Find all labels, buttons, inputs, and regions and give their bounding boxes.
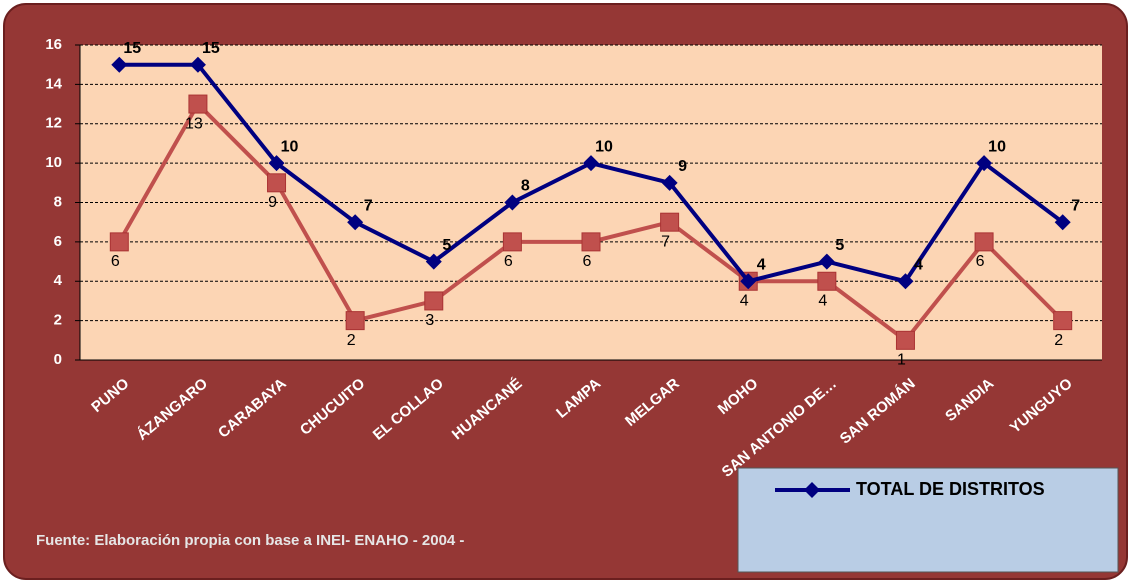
point-marker: [424, 291, 444, 311]
point-marker: [661, 174, 678, 191]
y-tick-label: 12: [45, 115, 62, 132]
data-label: 15: [202, 40, 220, 57]
data-label: 8: [521, 178, 530, 195]
data-label: 4: [914, 256, 923, 273]
point-marker: [818, 253, 835, 270]
data-label: 6: [976, 253, 985, 270]
y-tick-label: 16: [45, 36, 62, 53]
point-marker: [581, 232, 601, 252]
y-tick-label: 4: [54, 272, 63, 289]
data-label: 2: [1054, 332, 1063, 349]
data-label: 10: [595, 138, 613, 155]
data-label: 10: [281, 138, 299, 155]
data-label: 10: [988, 138, 1006, 155]
data-label: 9: [268, 194, 277, 211]
data-label: 5: [835, 237, 844, 254]
data-label: 3: [425, 312, 434, 329]
point-marker: [109, 232, 129, 252]
data-label: 6: [504, 253, 513, 270]
data-label: 1: [897, 352, 906, 369]
data-label: 5: [442, 237, 451, 254]
data-label: 6: [583, 253, 592, 270]
point-marker: [111, 56, 128, 73]
point-marker: [189, 56, 206, 73]
data-label: 4: [740, 292, 749, 309]
point-marker: [974, 232, 994, 252]
point-marker: [976, 155, 993, 172]
point-marker: [347, 214, 364, 231]
point-marker: [740, 273, 757, 290]
point-marker: [502, 232, 522, 252]
data-label: 13: [185, 115, 203, 132]
point-marker: [660, 212, 680, 232]
point-marker: [1054, 214, 1071, 231]
y-tick-label: 0: [54, 351, 62, 368]
point-marker: [345, 311, 365, 331]
legend-label: TOTAL DE DISTRITOS: [856, 479, 1045, 499]
data-label: 9: [678, 158, 687, 175]
y-tick-label: 10: [45, 154, 62, 171]
point-marker: [267, 173, 287, 193]
point-marker: [817, 271, 837, 291]
point-marker: [188, 94, 208, 114]
y-tick-label: 8: [54, 193, 62, 210]
data-label: 4: [818, 292, 827, 309]
legend: [737, 467, 1119, 573]
point-marker: [1053, 311, 1073, 331]
data-label: 7: [1071, 197, 1080, 214]
point-marker: [897, 273, 914, 290]
point-marker: [504, 194, 521, 211]
data-label: 4: [757, 256, 766, 273]
point-marker: [583, 155, 599, 172]
point-marker: [425, 253, 442, 270]
data-label: 2: [347, 332, 356, 349]
data-label: 15: [123, 40, 141, 57]
point-marker: [268, 155, 285, 172]
source-note: Fuente: Elaboración propia con base a IN…: [36, 532, 464, 549]
data-label: 7: [661, 233, 670, 250]
y-tick-label: 14: [45, 75, 62, 92]
data-label: 6: [111, 253, 120, 270]
y-tick-label: 6: [54, 233, 62, 250]
point-marker: [895, 330, 915, 350]
y-tick-label: 2: [54, 312, 62, 329]
point-marker: [804, 482, 820, 498]
data-label: 7: [364, 197, 373, 214]
